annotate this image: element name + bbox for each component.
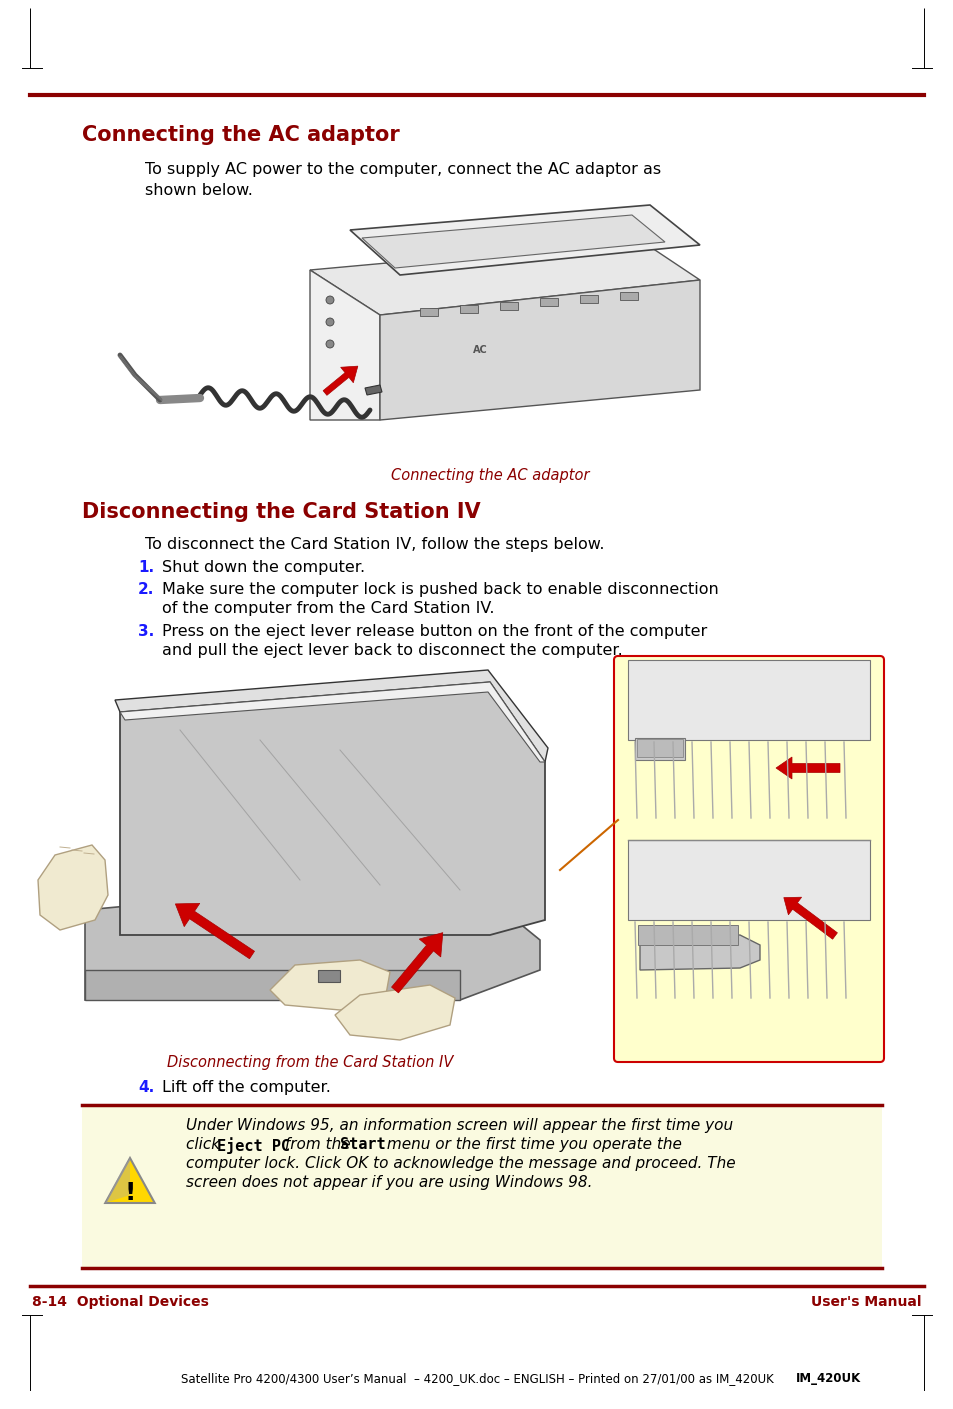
Text: !: ! <box>124 1181 135 1205</box>
Polygon shape <box>335 985 455 1040</box>
Text: computer lock. Click OK to acknowledge the message and proceed. The: computer lock. Click OK to acknowledge t… <box>186 1155 735 1171</box>
Bar <box>499 302 517 310</box>
Bar <box>539 299 558 306</box>
Text: To disconnect the Card Station IV, follow the steps below.: To disconnect the Card Station IV, follo… <box>145 537 604 552</box>
Text: 3.: 3. <box>138 624 154 640</box>
Text: of the computer from the Card Station IV.: of the computer from the Card Station IV… <box>162 602 494 616</box>
Text: Make sure the computer lock is pushed back to enable disconnection: Make sure the computer lock is pushed ba… <box>162 582 718 597</box>
Text: 8-14  Optional Devices: 8-14 Optional Devices <box>32 1295 209 1309</box>
Circle shape <box>326 340 334 348</box>
Polygon shape <box>350 204 700 275</box>
Text: from the: from the <box>280 1137 355 1153</box>
Polygon shape <box>120 682 544 762</box>
Text: Connecting the AC adaptor: Connecting the AC adaptor <box>391 468 589 483</box>
Text: menu or the first time you operate the: menu or the first time you operate the <box>381 1137 681 1153</box>
Text: Start: Start <box>339 1137 385 1153</box>
Text: shown below.: shown below. <box>145 183 253 199</box>
Bar <box>635 738 684 759</box>
Bar <box>459 304 477 313</box>
Bar <box>579 296 598 303</box>
Bar <box>419 309 437 316</box>
Polygon shape <box>85 969 459 1000</box>
Polygon shape <box>310 240 700 316</box>
Text: Press on the eject lever release button on the front of the computer: Press on the eject lever release button … <box>162 624 706 640</box>
Polygon shape <box>310 271 379 420</box>
Polygon shape <box>115 671 547 762</box>
Text: AC: AC <box>472 345 487 355</box>
Circle shape <box>326 296 334 304</box>
Bar <box>638 924 738 945</box>
Text: Under Windows 95, an information screen will appear the first time you: Under Windows 95, an information screen … <box>186 1117 732 1133</box>
Text: 4.: 4. <box>138 1081 154 1095</box>
FancyArrow shape <box>775 757 840 779</box>
Text: IM_420UK: IM_420UK <box>796 1372 861 1385</box>
Text: Disconnecting the Card Station IV: Disconnecting the Card Station IV <box>82 502 480 521</box>
Bar <box>619 292 638 300</box>
Text: click: click <box>186 1137 225 1153</box>
FancyArrow shape <box>391 933 442 993</box>
Text: User's Manual: User's Manual <box>811 1295 921 1309</box>
Text: Satellite Pro 4200/4300 User’s Manual  – 4200_UK.doc – ENGLISH – Printed on 27/0: Satellite Pro 4200/4300 User’s Manual – … <box>180 1372 773 1385</box>
Text: Connecting the AC adaptor: Connecting the AC adaptor <box>82 125 399 145</box>
Polygon shape <box>120 681 544 936</box>
Text: Eject PC: Eject PC <box>216 1137 290 1154</box>
Circle shape <box>326 318 334 325</box>
Text: Shut down the computer.: Shut down the computer. <box>162 559 365 575</box>
Polygon shape <box>105 1158 154 1203</box>
FancyBboxPatch shape <box>614 657 883 1062</box>
Text: Lift off the computer.: Lift off the computer. <box>162 1081 331 1095</box>
Polygon shape <box>361 216 664 268</box>
Bar <box>82 1105 882 1268</box>
Text: Disconnecting from the Card Station IV: Disconnecting from the Card Station IV <box>167 1055 453 1069</box>
Bar <box>637 738 682 757</box>
Polygon shape <box>379 280 700 420</box>
Polygon shape <box>365 385 381 395</box>
FancyArrow shape <box>783 898 837 940</box>
Text: To supply AC power to the computer, connect the AC adaptor as: To supply AC power to the computer, conn… <box>145 162 660 178</box>
Text: and pull the eject lever back to disconnect the computer.: and pull the eject lever back to disconn… <box>162 643 622 658</box>
Polygon shape <box>270 960 390 1010</box>
Bar <box>627 659 869 740</box>
Text: 2.: 2. <box>138 582 154 597</box>
Polygon shape <box>105 1158 130 1203</box>
Polygon shape <box>85 875 539 1000</box>
FancyArrow shape <box>323 366 357 396</box>
FancyArrow shape <box>175 903 254 958</box>
Polygon shape <box>38 845 108 930</box>
Text: 1.: 1. <box>138 559 154 575</box>
Bar <box>317 969 339 982</box>
Text: screen does not appear if you are using Windows 98.: screen does not appear if you are using … <box>186 1175 592 1191</box>
Bar <box>627 840 869 920</box>
Polygon shape <box>639 936 760 969</box>
